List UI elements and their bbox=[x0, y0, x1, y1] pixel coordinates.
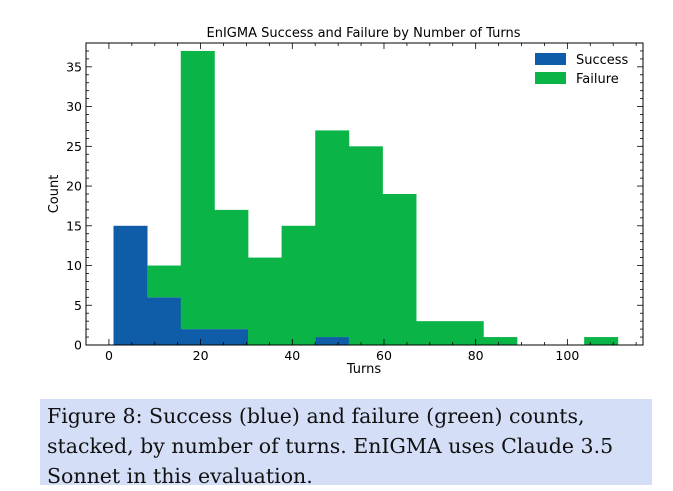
legend: Success Failure bbox=[535, 53, 629, 87]
y-tick-label: 20 bbox=[66, 179, 82, 194]
bar-failure-11 bbox=[483, 337, 518, 345]
x-tick-label: 100 bbox=[555, 348, 579, 363]
bar-success-3 bbox=[214, 329, 249, 345]
bar-failure-5 bbox=[281, 225, 316, 345]
bar-failure-14 bbox=[584, 337, 619, 345]
legend-swatch-failure bbox=[535, 72, 566, 84]
tick-labels-group: 0 20 40 60 80 100 0 5 10 15 20 25 30 35 bbox=[66, 59, 579, 363]
bars-group bbox=[113, 50, 619, 345]
x-tick-label: 20 bbox=[193, 348, 209, 363]
bar-failure-6 bbox=[315, 130, 350, 338]
x-axis-label: Turns bbox=[346, 362, 382, 377]
figure-caption: Figure 8: Success (blue) and failure (gr… bbox=[47, 404, 614, 488]
bar-success-6 bbox=[315, 337, 350, 345]
plot-frame bbox=[85, 42, 644, 346]
chart-title: EnIGMA Success and Failure by Number of … bbox=[207, 26, 521, 41]
legend-label-success: Success bbox=[576, 53, 629, 68]
y-tick-label: 35 bbox=[66, 59, 82, 74]
bar-failure-9 bbox=[416, 321, 451, 345]
bar-success-1 bbox=[147, 297, 182, 345]
legend-label-failure: Failure bbox=[576, 72, 619, 87]
caption-highlight bbox=[40, 399, 652, 485]
bar-failure-1 bbox=[147, 265, 182, 298]
bar-failure-3 bbox=[214, 209, 249, 330]
x-tick-label: 40 bbox=[284, 348, 300, 363]
y-tick-label: 30 bbox=[66, 99, 82, 114]
bar-failure-10 bbox=[449, 321, 484, 345]
y-tick-label: 0 bbox=[74, 338, 82, 353]
y-axis-label: Count bbox=[47, 175, 62, 214]
bar-failure-7 bbox=[348, 146, 383, 345]
bar-failure-2 bbox=[180, 50, 215, 330]
y-tick-label: 15 bbox=[66, 218, 82, 233]
stacked-histogram-chart: EnIGMA Success and Failure by Number of … bbox=[47, 26, 644, 377]
x-tick-label: 0 bbox=[105, 348, 113, 363]
y-tick-label: 25 bbox=[66, 139, 82, 154]
bar-failure-8 bbox=[382, 194, 417, 345]
y-tick-label: 10 bbox=[66, 258, 82, 273]
x-tick-label: 60 bbox=[376, 348, 392, 363]
bar-success-0 bbox=[113, 225, 148, 345]
x-tick-label: 80 bbox=[468, 348, 484, 363]
bar-failure-4 bbox=[247, 257, 283, 345]
y-tick-label: 5 bbox=[74, 298, 82, 313]
bar-success-2 bbox=[180, 329, 215, 345]
legend-swatch-success bbox=[535, 53, 566, 65]
